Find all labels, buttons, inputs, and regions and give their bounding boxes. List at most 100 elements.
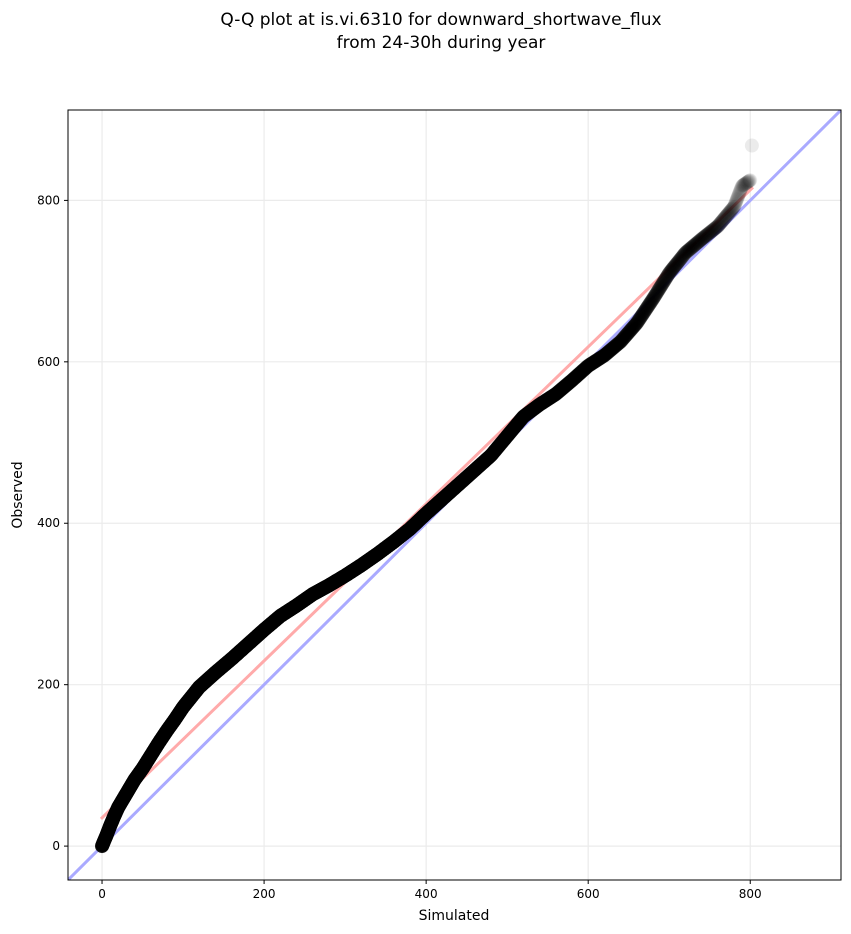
qq-point (693, 232, 708, 247)
y-tick-label-0: 0 (52, 839, 60, 853)
qq-point (557, 379, 572, 394)
qq-point (741, 174, 756, 189)
qq-point (590, 352, 605, 367)
qq-point (558, 378, 573, 393)
qq-point (635, 307, 650, 322)
qq-point (515, 410, 530, 425)
qq-point (570, 368, 585, 383)
qq-point (647, 289, 662, 304)
qq-point (644, 294, 659, 309)
qq-point (697, 229, 712, 244)
qq-point (534, 396, 549, 411)
qq-point (500, 428, 515, 443)
qq-point (648, 287, 663, 302)
qq-point (518, 408, 533, 423)
qq-point (614, 334, 629, 349)
qq-point (493, 437, 508, 452)
qq-point (505, 423, 520, 438)
qq-point (478, 453, 493, 468)
qq-point (516, 409, 531, 424)
qq-point (527, 401, 542, 416)
qq-point (624, 322, 639, 337)
qq-point (588, 353, 603, 368)
qq-point (743, 173, 758, 188)
qq-point (716, 211, 731, 226)
qq-point (530, 398, 545, 413)
qq-point (708, 221, 723, 236)
qq-point (685, 240, 700, 255)
qq-point (671, 253, 686, 268)
qq-point (528, 400, 543, 415)
chart-title-line-2: from 24-30h during year (337, 33, 546, 53)
grid-layer (68, 110, 841, 880)
qq-point (615, 332, 630, 347)
qq-point (601, 345, 616, 360)
qq-point (705, 223, 720, 238)
qq-point (672, 252, 687, 267)
qq-point (509, 417, 524, 432)
qq-point (703, 225, 718, 240)
qq-point (511, 416, 526, 431)
qq-point (466, 464, 481, 479)
qq-point (485, 446, 500, 461)
qq-point (579, 360, 594, 375)
qq-point (566, 372, 581, 387)
qq-point (490, 440, 505, 455)
qq-point (503, 425, 518, 440)
qq-point (645, 292, 660, 307)
qq-point (550, 385, 565, 400)
qq-point (622, 324, 637, 339)
qq-point (661, 266, 676, 281)
qq-point (684, 240, 699, 255)
qq-point (736, 177, 751, 192)
qq-point (737, 177, 752, 192)
qq-point (500, 428, 515, 443)
qq-point (461, 468, 476, 483)
qq-point (560, 377, 575, 392)
qq-point (666, 260, 681, 275)
qq-point (656, 274, 671, 289)
qq-point (641, 299, 656, 314)
qq-point (733, 182, 748, 197)
qq-point (595, 349, 610, 364)
qq-point (611, 336, 626, 351)
qq-point (467, 462, 482, 477)
qq-point (458, 471, 473, 486)
qq-point (626, 319, 641, 334)
qq-point (462, 467, 477, 482)
qq-point (640, 300, 655, 315)
qq-point (741, 174, 756, 189)
qq-point (625, 320, 640, 335)
qq-point (732, 186, 747, 201)
qq-point (735, 178, 750, 193)
qq-point (469, 461, 484, 476)
qq-point (695, 231, 710, 246)
qq-point (568, 370, 583, 385)
qq-point (568, 370, 583, 385)
qq-point (666, 260, 681, 275)
qq-point (562, 375, 577, 390)
qq-point (721, 206, 736, 221)
qq-point (543, 390, 558, 405)
qq-point (625, 321, 640, 336)
qq-point (646, 291, 661, 306)
y-axis-label: Observed (10, 461, 26, 528)
qq-point (511, 415, 526, 430)
qq-point (680, 243, 695, 258)
qq-point (714, 215, 729, 230)
qq-point (722, 204, 737, 219)
qq-point (723, 203, 738, 218)
qq-point (462, 467, 477, 482)
qq-point (463, 466, 478, 481)
qq-point (680, 244, 695, 259)
qq-point (534, 396, 549, 411)
qq-point (492, 437, 507, 452)
qq-point (642, 296, 657, 311)
qq-point (665, 262, 680, 277)
qq-point (708, 220, 723, 235)
qq-point (501, 427, 516, 442)
qq-point (598, 347, 613, 362)
qq-point (485, 446, 500, 461)
qq-point (712, 217, 727, 232)
qq-point (569, 369, 584, 384)
